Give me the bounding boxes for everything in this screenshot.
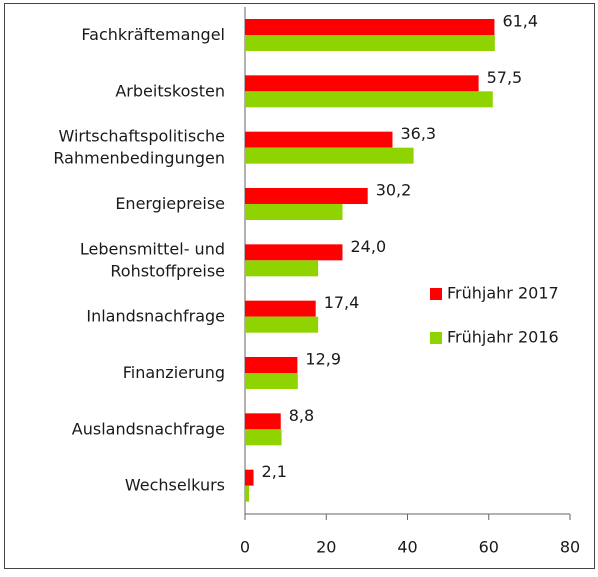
bar	[245, 91, 493, 108]
x-tick-label: 0	[240, 538, 250, 557]
bar	[245, 188, 368, 204]
legend-swatch	[430, 288, 442, 300]
legend-swatch	[430, 332, 442, 344]
x-tick-label: 40	[397, 538, 417, 557]
bar	[245, 316, 319, 333]
bar	[245, 131, 393, 148]
value-label: 17,4	[324, 293, 360, 312]
category-label: Finanzierung	[123, 363, 225, 382]
frame	[4, 3, 595, 569]
bar	[245, 19, 495, 35]
category-label: Auslandsnachfrage	[72, 419, 225, 438]
category-label: Fachkräftemangel	[81, 25, 225, 44]
bar	[245, 35, 495, 51]
bar	[245, 357, 298, 373]
value-label: 61,4	[502, 12, 538, 31]
category-label: Wechselkurs	[125, 475, 225, 494]
value-label: 8,8	[289, 406, 314, 425]
category-label: Inlandsnachfrage	[86, 306, 225, 325]
bar	[245, 485, 250, 502]
value-label: 57,5	[487, 68, 523, 87]
value-label: 2,1	[262, 462, 287, 481]
x-tick-label: 60	[479, 538, 499, 557]
bar	[245, 75, 479, 92]
bar	[245, 204, 343, 220]
value-label: 36,3	[400, 124, 436, 143]
bar	[245, 147, 414, 164]
legend-label: Frühjahr 2016	[447, 328, 559, 347]
bar	[245, 244, 343, 261]
category-label: Wirtschaftspolitische Rahmenbedingungen	[53, 126, 225, 167]
category-label: Arbeitskosten	[115, 81, 225, 100]
legend-label: Frühjahr 2017	[447, 284, 559, 303]
x-tick-label: 20	[316, 538, 336, 557]
x-tick-label: 80	[560, 538, 580, 557]
value-label: 12,9	[305, 350, 341, 369]
bar	[245, 373, 298, 389]
value-label: 24,0	[351, 237, 387, 256]
bar	[245, 469, 254, 486]
value-label: 30,2	[376, 181, 412, 200]
bar	[245, 300, 316, 317]
category-label: Energiepreise	[115, 194, 225, 213]
category-label: Lebensmittel- und Rohstoffpreise	[80, 239, 225, 280]
bar	[245, 413, 281, 430]
bar	[245, 429, 282, 446]
bar	[245, 260, 319, 277]
